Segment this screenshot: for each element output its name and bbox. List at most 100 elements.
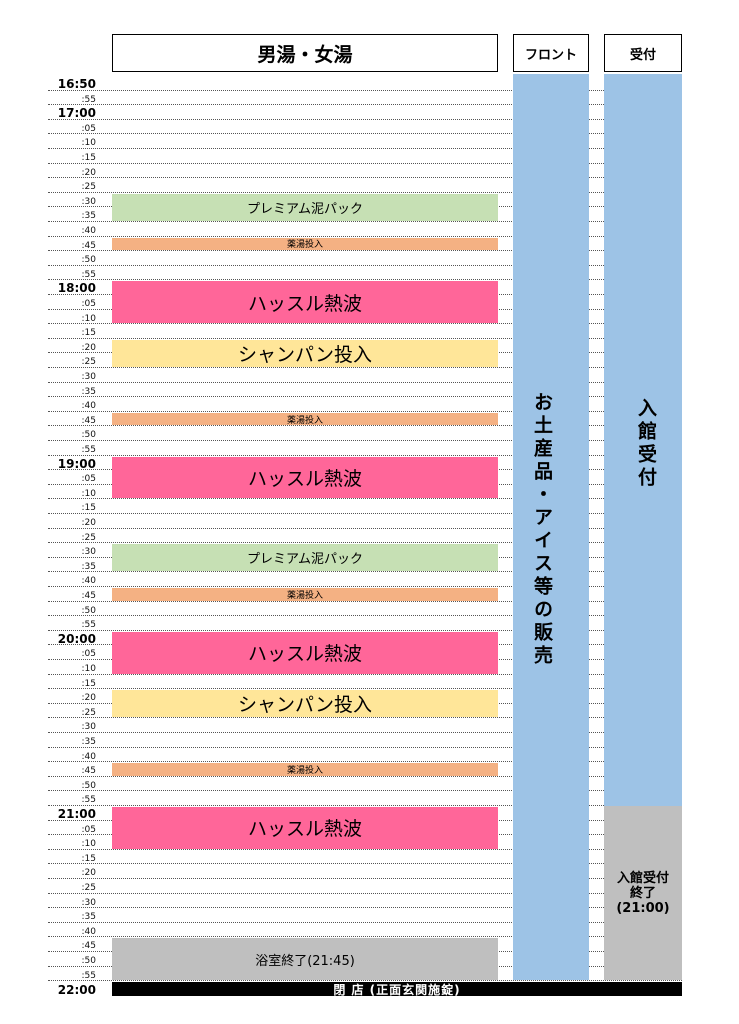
- time-label: :55: [81, 269, 96, 280]
- time-label: 19:00: [57, 456, 96, 471]
- time-label: :35: [81, 561, 96, 572]
- event-bath-closed: 浴室終了(21:45): [112, 938, 498, 981]
- time-label: :15: [81, 678, 96, 689]
- time-row: [48, 425, 682, 427]
- event-mud-pack: プレミアム泥パック: [112, 544, 498, 572]
- time-row: [48, 673, 682, 675]
- time-label: 18:00: [57, 281, 96, 296]
- header-main-bath: 男湯・女湯: [112, 34, 498, 72]
- event-heat-wave: ハッスル熱波: [112, 631, 498, 674]
- time-label: :30: [81, 372, 96, 382]
- time-label: :55: [81, 94, 96, 105]
- reception-closed-line2: 終了: [629, 885, 656, 901]
- time-label: :20: [81, 693, 96, 704]
- time-label: :55: [81, 445, 96, 455]
- time-row: [48, 235, 682, 237]
- time-label: :40: [81, 926, 96, 937]
- time-label: :10: [81, 664, 96, 674]
- event-herbal-bath: 薬湯投入: [112, 763, 498, 776]
- time-label: :25: [81, 182, 96, 193]
- time-row: [48, 805, 682, 806]
- time-row: [48, 104, 682, 106]
- reception-closed-line1: 入館受付: [616, 870, 669, 886]
- time-label: :25: [81, 357, 96, 368]
- time-row: [48, 936, 682, 938]
- time-row: [48, 177, 682, 179]
- time-label: :25: [81, 883, 96, 893]
- closing-time-label: 22:00: [57, 983, 96, 997]
- time-label: :25: [81, 707, 96, 718]
- time-label: :15: [81, 853, 96, 864]
- time-row: [48, 688, 682, 690]
- event-heat-wave: ハッスル熱波: [112, 456, 498, 499]
- time-row: [48, 337, 682, 339]
- time-row: [48, 118, 682, 120]
- time-row: [48, 381, 682, 383]
- time-label: :10: [81, 138, 96, 149]
- event-heat-wave: ハッスル熱波: [112, 807, 498, 849]
- time-label: :35: [81, 386, 96, 397]
- time-label: :50: [81, 430, 96, 441]
- time-label: :15: [81, 328, 96, 339]
- time-label: :40: [81, 576, 96, 587]
- time-label: :20: [81, 342, 96, 353]
- time-row: [48, 732, 682, 733]
- time-label: :40: [81, 226, 96, 236]
- event-heat-wave: ハッスル熱波: [112, 281, 498, 324]
- time-label: :30: [81, 722, 96, 733]
- time-label: :55: [81, 970, 96, 981]
- event-herbal-bath: 薬湯投入: [112, 237, 498, 250]
- time-row: [48, 527, 682, 529]
- front-desk-column: [513, 74, 589, 980]
- time-row: [48, 878, 682, 879]
- time-label: :30: [81, 897, 96, 908]
- time-row: [48, 717, 682, 719]
- time-row: [48, 162, 682, 164]
- time-row: [48, 848, 682, 850]
- time-row: [48, 513, 682, 514]
- reception-closed-line3: (21:00): [616, 900, 670, 916]
- time-label: :30: [81, 547, 96, 558]
- time-label: :45: [81, 240, 96, 251]
- time-label: :35: [81, 737, 96, 747]
- time-label: :35: [81, 912, 96, 923]
- time-label: 21:00: [57, 807, 96, 821]
- time-row: [48, 191, 682, 193]
- time-label: :50: [81, 780, 96, 791]
- time-row: [48, 629, 682, 631]
- time-label: :40: [81, 751, 96, 762]
- time-row: [48, 279, 682, 281]
- reception-column: [604, 74, 682, 806]
- time-row: [48, 454, 682, 456]
- event-herbal-bath: 薬湯投入: [112, 412, 498, 426]
- time-row: [48, 980, 682, 982]
- header-reception: 受付: [604, 34, 682, 72]
- time-row: [48, 264, 682, 266]
- time-label: :45: [81, 591, 96, 601]
- time-row: [48, 410, 682, 412]
- time-label: :40: [81, 401, 96, 412]
- time-label: :05: [81, 474, 96, 485]
- time-row: [48, 921, 682, 923]
- time-label: :55: [81, 795, 96, 806]
- time-label: :55: [81, 620, 96, 631]
- closing-bar: 閉 店 (正面玄関施錠): [112, 982, 682, 997]
- time-row: [48, 907, 682, 909]
- time-label: 16:50: [57, 77, 96, 91]
- time-label: :10: [81, 488, 96, 499]
- time-label: :05: [81, 649, 96, 660]
- header-front-desk: フロント: [513, 34, 589, 72]
- time-row: [48, 761, 682, 763]
- time-row: [48, 498, 682, 500]
- time-label: :35: [81, 211, 96, 222]
- time-row: [48, 615, 682, 617]
- time-row: [48, 440, 682, 441]
- time-label: :50: [81, 956, 96, 966]
- time-label: :20: [81, 518, 96, 528]
- event-herbal-bath: 薬湯投入: [112, 588, 498, 601]
- time-label: :50: [81, 605, 96, 616]
- time-row: [48, 396, 682, 398]
- front-desk-sales-text: お土産品・アイス等の販売: [531, 392, 553, 668]
- time-label: :05: [81, 299, 96, 309]
- reception-closed-block: 入館受付 終了 (21:00): [604, 806, 682, 980]
